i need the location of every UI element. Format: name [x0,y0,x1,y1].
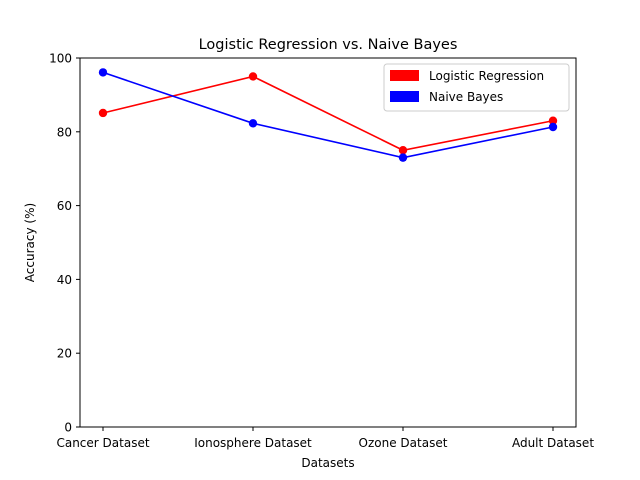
x-tick-label: Ozone Dataset [359,436,448,450]
x-tick-label: Adult Dataset [512,436,594,450]
x-axis-label: Datasets [301,456,354,470]
series-line [102,75,554,152]
y-tick-label: 80 [57,125,72,139]
legend-label: Logistic Regression [429,69,544,83]
y-tick-label: 60 [57,199,72,213]
data-point [248,119,258,128]
data-point [398,146,408,155]
plot-frame [79,57,577,428]
y-tick-label: 40 [57,273,72,287]
data-point [398,153,408,162]
legend-swatch [390,91,419,102]
data-point [548,122,558,132]
series-line [102,71,554,159]
series-layer [98,68,558,162]
legend-swatch [390,70,419,81]
y-axis-label: Accuracy (%) [23,203,37,282]
y-axis: 0 20 40 60 80 100 [49,52,80,435]
legend-frame [383,63,570,112]
chart-title: Logistic Regression vs. Naive Bayes [199,37,458,53]
data-point [248,72,258,81]
legend-label: Naive Bayes [429,90,503,104]
y-tick-label: 100 [49,52,72,66]
x-axis: Cancer Dataset Ionosphere Dataset Ozone Da… [56,427,594,450]
data-point [548,116,558,125]
legend: Logistic Regression Naive Bayes [383,63,570,112]
data-point [98,108,108,118]
x-tick-label: Cancer Dataset [56,436,149,450]
y-tick-label: 0 [64,421,72,435]
y-tick-label: 20 [57,347,72,361]
x-tick-label: Ionosphere Dataset [194,436,312,450]
data-point [98,68,108,77]
